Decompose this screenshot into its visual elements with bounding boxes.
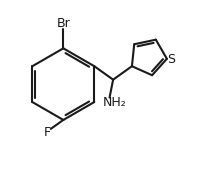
Text: Br: Br bbox=[56, 17, 70, 30]
Text: F: F bbox=[44, 126, 51, 139]
Text: NH₂: NH₂ bbox=[103, 96, 127, 109]
Text: S: S bbox=[167, 53, 175, 66]
